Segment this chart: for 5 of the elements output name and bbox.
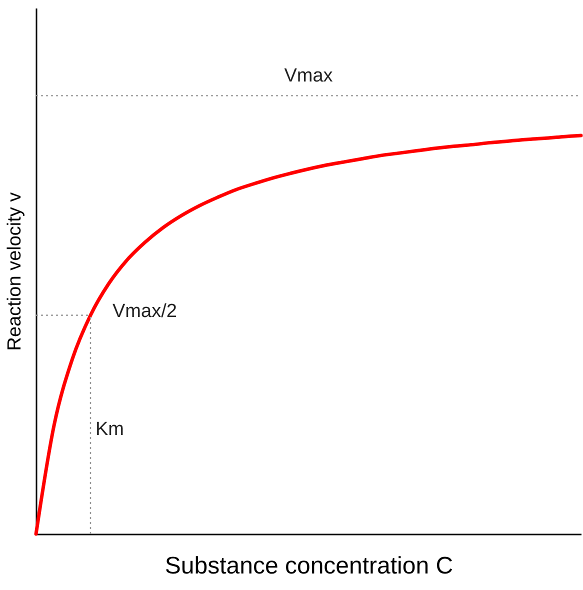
ref-line-label: Vmax/2 [112, 301, 177, 322]
x-axis-title: Substance concentration C [164, 552, 454, 580]
annotation: Km [96, 418, 124, 440]
y-axis-title: Reaction velocity v [4, 192, 26, 351]
ref-line-label: Vmax [284, 66, 334, 87]
